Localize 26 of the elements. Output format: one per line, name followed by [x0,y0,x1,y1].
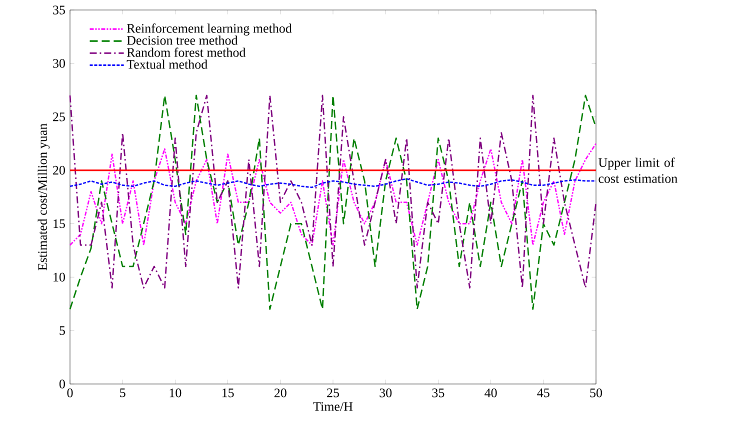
x-tick-label: 20 [274,388,286,398]
x-tick-label: 0 [67,388,73,398]
x-tick-label: 50 [590,388,602,398]
y-axis-title: Estimated cost/Million yuan [38,124,50,270]
legend-label: Textual method [126,60,208,69]
legend-label: Reinforcement learning method [126,24,292,36]
legend-label: Random forest method [126,48,246,57]
x-tick-label: 10 [170,388,182,398]
x-tick-label: 5 [120,388,126,398]
x-tick-label: 35 [432,388,444,398]
y-tick-label: 20 [53,166,65,175]
legend-label: Decision tree method [126,36,238,45]
y-tick-label: 15 [54,219,65,228]
y-tick-label: 25 [53,112,65,122]
x-tick-label: 15 [222,388,234,398]
y-tick-label: 10 [54,272,65,282]
x-tick-label: 45 [537,388,550,398]
y-tick-label: 35 [53,6,65,14]
ref-line-label: Upper limit of cost estimation [598,158,678,183]
y-tick-label: 0 [59,380,65,388]
x-tick-label: 30 [380,388,392,398]
y-tick-label: 5 [60,326,65,335]
y-tick-label: 30 [53,59,65,68]
x-tick-label: 40 [484,388,497,398]
x-tick-label: 25 [327,388,340,398]
x-axis-title: Time/H [313,402,353,411]
